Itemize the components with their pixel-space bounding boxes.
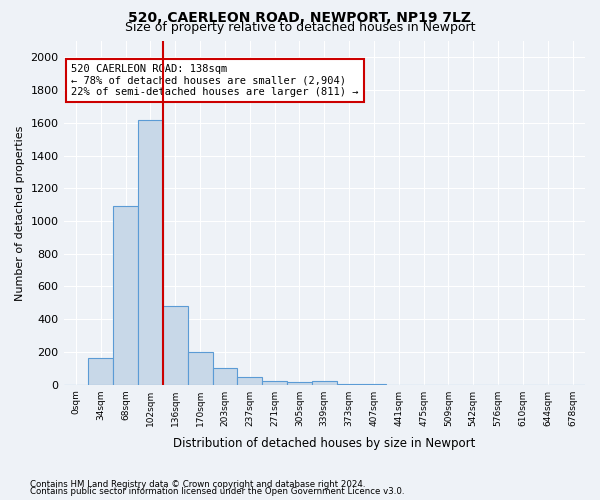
Bar — [188, 352, 212, 384]
Bar — [238, 378, 262, 384]
Text: 520 CAERLEON ROAD: 138sqm
← 78% of detached houses are smaller (2,904)
22% of se: 520 CAERLEON ROAD: 138sqm ← 78% of detac… — [71, 64, 358, 97]
Y-axis label: Number of detached properties: Number of detached properties — [15, 125, 25, 300]
Text: Size of property relative to detached houses in Newport: Size of property relative to detached ho… — [125, 22, 475, 35]
X-axis label: Distribution of detached houses by size in Newport: Distribution of detached houses by size … — [173, 437, 475, 450]
Bar — [88, 358, 113, 384]
Bar — [212, 368, 238, 384]
Bar — [138, 120, 163, 384]
Bar — [262, 380, 287, 384]
Bar — [287, 382, 312, 384]
Bar — [163, 306, 188, 384]
Text: Contains public sector information licensed under the Open Government Licence v3: Contains public sector information licen… — [30, 487, 404, 496]
Text: 520, CAERLEON ROAD, NEWPORT, NP19 7LZ: 520, CAERLEON ROAD, NEWPORT, NP19 7LZ — [128, 11, 472, 25]
Text: Contains HM Land Registry data © Crown copyright and database right 2024.: Contains HM Land Registry data © Crown c… — [30, 480, 365, 489]
Bar — [113, 206, 138, 384]
Bar — [312, 382, 337, 384]
